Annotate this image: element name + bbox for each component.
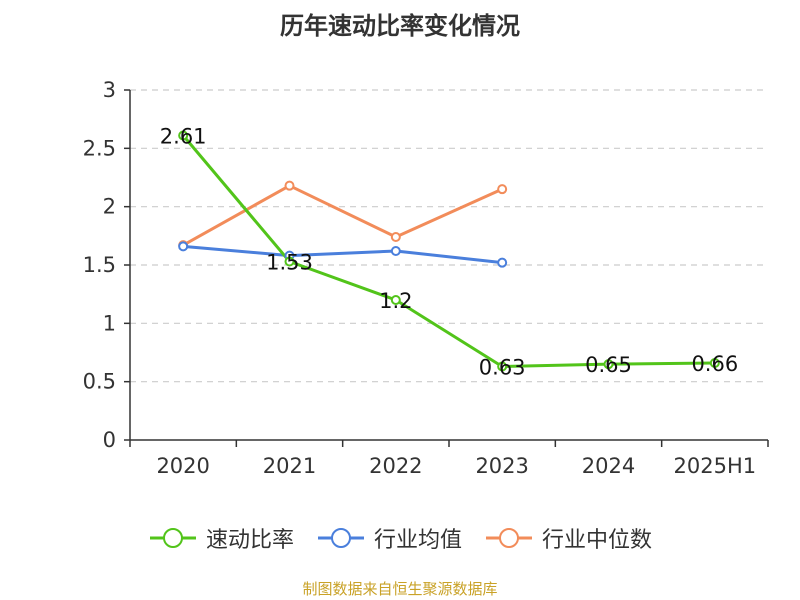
y-tick-label: 0.5 <box>83 370 116 394</box>
source-note: 制图数据来自恒生聚源数据库 <box>302 580 498 598</box>
y-tick-label: 1.5 <box>83 253 116 277</box>
data-labels: 2.61 1.53 1.2 0.63 0.65 0.66 <box>160 125 738 380</box>
y-tick-label: 2 <box>103 195 116 219</box>
axis-ticks: 0 0.5 1 1.5 2 2.5 3 2020 2021 2022 2023 2024 2025H1 <box>83 78 757 478</box>
x-tick-label: 2024 <box>582 454 635 478</box>
grid-lines <box>130 89 768 383</box>
x-tick-label: 2020 <box>156 454 209 478</box>
data-point <box>178 130 189 141</box>
legend-label: 速动比率 <box>205 528 294 553</box>
legend-label: 行业中位数 <box>542 528 653 553</box>
y-tick-label: 3 <box>103 78 116 102</box>
legend-swatch-marker <box>162 528 183 548</box>
series-line <box>182 134 715 368</box>
data-point <box>390 295 401 305</box>
legend-swatch-marker <box>499 528 519 548</box>
data-label: 0.65 <box>585 353 632 377</box>
legend-swatch-icon <box>149 528 196 548</box>
data-point <box>497 257 508 268</box>
data-label: 1.2 <box>379 289 412 313</box>
data-point <box>178 241 189 252</box>
y-tick-label: 1 <box>103 311 116 335</box>
x-tick-label: 2022 <box>369 454 422 478</box>
axes <box>124 89 769 447</box>
data-point <box>709 358 720 368</box>
data-point <box>390 246 401 256</box>
legend-swatch-icon <box>317 528 364 548</box>
data-label: 2.61 <box>160 125 207 149</box>
data-point <box>284 180 295 191</box>
data-label: 0.66 <box>691 352 738 376</box>
data-label: 0.63 <box>479 356 526 380</box>
legend: 速动比率 行业均值 行业中位数 <box>0 518 800 558</box>
data-point <box>284 256 295 267</box>
x-tick-label: 2021 <box>263 454 316 478</box>
x-tick-label: 2025H1 <box>674 454 757 478</box>
legend-item[interactable]: 行业中位数 <box>484 522 652 554</box>
series-line <box>183 244 503 265</box>
series-points <box>178 130 720 372</box>
data-label: 1.53 <box>266 251 313 275</box>
x-tick-label: 2023 <box>475 454 528 478</box>
data-point <box>497 184 508 195</box>
legend-label: 行业均值 <box>373 528 462 553</box>
data-point <box>603 359 614 370</box>
chart-title: 历年速动比率变化情况 <box>280 12 520 40</box>
series-lines <box>182 134 715 368</box>
data-point <box>497 361 508 372</box>
data-point <box>390 232 401 242</box>
legend-item[interactable]: 行业均值 <box>316 522 462 554</box>
y-tick-label: 0 <box>103 428 116 452</box>
y-tick-label: 2.5 <box>83 136 116 160</box>
legend-item[interactable]: 速动比率 <box>148 522 294 554</box>
legend-swatch-marker <box>330 528 351 548</box>
series-line <box>182 184 503 247</box>
legend-swatch-icon <box>486 528 532 548</box>
